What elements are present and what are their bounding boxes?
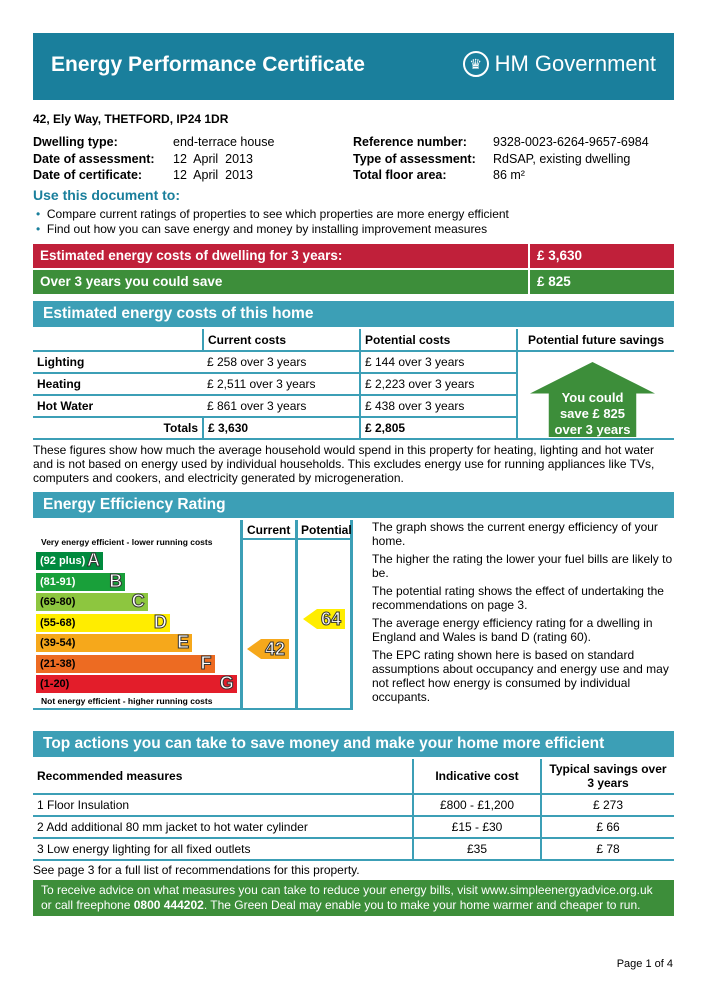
band-a: A (92 plus) <box>36 550 103 571</box>
table-row: 1 Floor Insulation £800 - £1,200 £ 273 <box>33 794 674 817</box>
totals-row: Totals £ 3,630 £ 2,805 <box>33 417 674 440</box>
band-c: C (69-80) <box>36 591 148 612</box>
crest-icon: ♛ <box>462 51 489 77</box>
potential-header: Potential <box>301 523 352 537</box>
header: Energy Performance Certificate ♛ HM Gover… <box>33 33 674 100</box>
band-e: E (39-54) <box>36 632 193 653</box>
page-title: Energy Performance Certificate <box>51 53 365 76</box>
table-row: Lighting £ 258 over 3 years £ 144 over 3 y… <box>33 351 674 440</box>
use-title: Use this document to: <box>33 187 181 203</box>
band-g: G (1-20) <box>36 673 237 694</box>
table-row: 3 Low energy lighting for all fixed outl… <box>33 838 674 861</box>
current-rating-arrow: 42 <box>247 639 290 659</box>
rating-chart: Current Potential Very energy efficient … <box>33 520 353 710</box>
actions-note: See page 3 for a full list of recommenda… <box>33 863 360 877</box>
rating-section-title: Energy Efficiency Rating <box>33 492 674 518</box>
table-row: Heating £ 2,511 over 3 years £ 2,223 over … <box>33 373 674 396</box>
advice-box: To receive advice on what measures you c… <box>33 880 674 916</box>
actions-section-title: Top actions you can take to save money a… <box>33 731 674 757</box>
table-row: 2 Add additional 80 mm jacket to hot wat… <box>33 816 674 839</box>
use-list: • Compare current ratings of properties … <box>36 207 509 236</box>
address: 42, Ely Way, THETFORD, IP24 1DR <box>33 112 229 126</box>
savings-bar: Over 3 years you could save £ 825 <box>33 270 674 294</box>
band-b: B (81-91) <box>36 570 126 591</box>
rating-text: The graph shows the current energy effic… <box>372 520 673 704</box>
potential-rating-arrow: 64 <box>303 609 346 629</box>
page-number: Page 1 of 4 <box>616 958 673 970</box>
estimated-cost-bar: Estimated energy costs of dwelling for 3… <box>33 244 674 268</box>
costs-section-title: Estimated energy costs of this home <box>33 301 674 327</box>
details: Dwelling type: end-terrace house Date of … <box>33 135 649 182</box>
band-d: D (55-68) <box>36 611 170 632</box>
costs-note: These figures show how much the average … <box>33 443 655 485</box>
actions-table: Recommended measures Indicative cost Typic… <box>33 759 674 861</box>
savings-house-icon: You could save £ 825 over 3 years <box>530 362 655 437</box>
current-header: Current <box>247 523 291 537</box>
table-row: Hot Water £ 861 over 3 years £ 438 over 3 … <box>33 395 674 418</box>
hm-government-logo: ♛ HM Government <box>462 51 656 77</box>
band-f: F (21-38) <box>36 652 215 673</box>
costs-table: Current costs Potential costs Potential fu… <box>33 329 674 440</box>
